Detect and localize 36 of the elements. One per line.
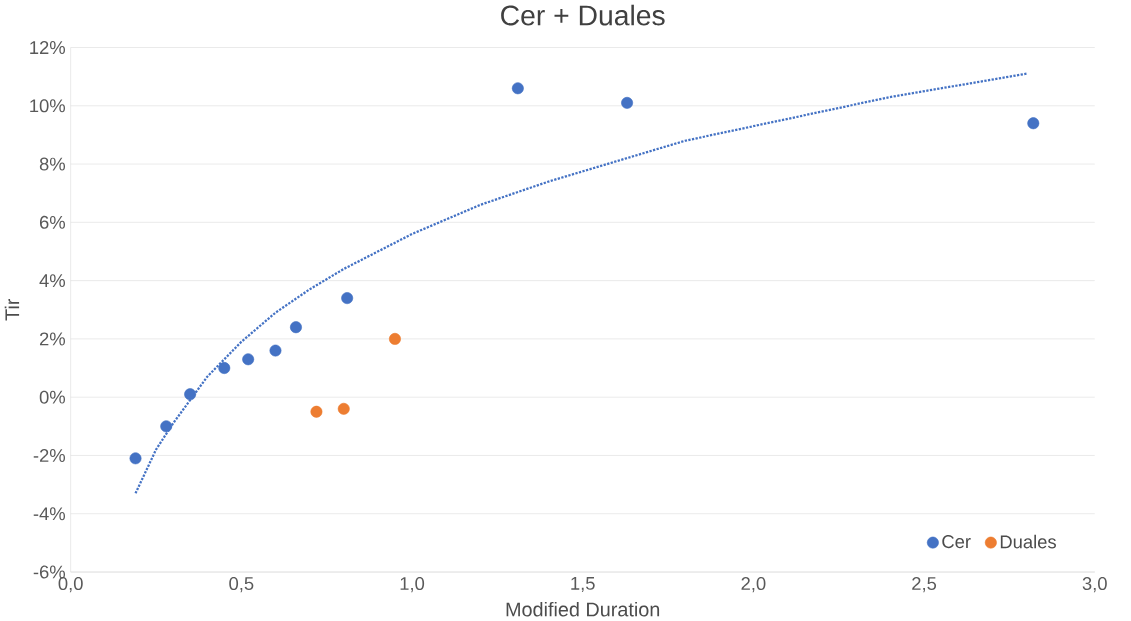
legend-label: Cer — [942, 534, 971, 549]
point — [621, 96, 634, 109]
x-tick-label: 3,0 — [1082, 576, 1107, 593]
y-tick-label: 0% — [39, 390, 66, 404]
y-tick-label: 6% — [39, 215, 66, 229]
y-tick-label: 12% — [30, 40, 66, 54]
point — [218, 361, 231, 374]
x-tick-label: 1,0 — [400, 576, 425, 593]
point — [184, 388, 197, 401]
point — [389, 332, 401, 345]
point — [242, 353, 255, 366]
point — [160, 420, 173, 433]
x-tick-label: 2,5 — [912, 576, 937, 593]
point — [511, 82, 524, 95]
y-tick-label: 8% — [39, 157, 66, 171]
point — [1027, 117, 1040, 130]
point — [310, 405, 323, 418]
y-tick-label: 2% — [39, 332, 66, 346]
point — [290, 321, 302, 334]
y-tick-label: -2% — [33, 448, 66, 462]
x-tick-label: 0,0 — [58, 576, 83, 593]
point — [337, 402, 350, 415]
point — [269, 344, 282, 357]
x-tick-label: 1,5 — [571, 576, 595, 592]
x-tick-label: 0,5 — [229, 576, 254, 593]
y-tick-label: -6% — [33, 565, 66, 579]
y-tick-label: -4% — [33, 507, 66, 521]
y-tick-label: 4% — [39, 274, 66, 287]
x-tick-label: 2,0 — [741, 576, 766, 593]
y-axis-title: Tir — [4, 298, 20, 321]
point — [129, 452, 142, 465]
chart-title: Cer + Duales — [501, 4, 665, 26]
legend-label: Duales — [1000, 534, 1056, 549]
x-axis-title: Modified Duration — [506, 601, 660, 617]
point — [341, 292, 354, 304]
y-tick-label: 10% — [30, 99, 66, 113]
